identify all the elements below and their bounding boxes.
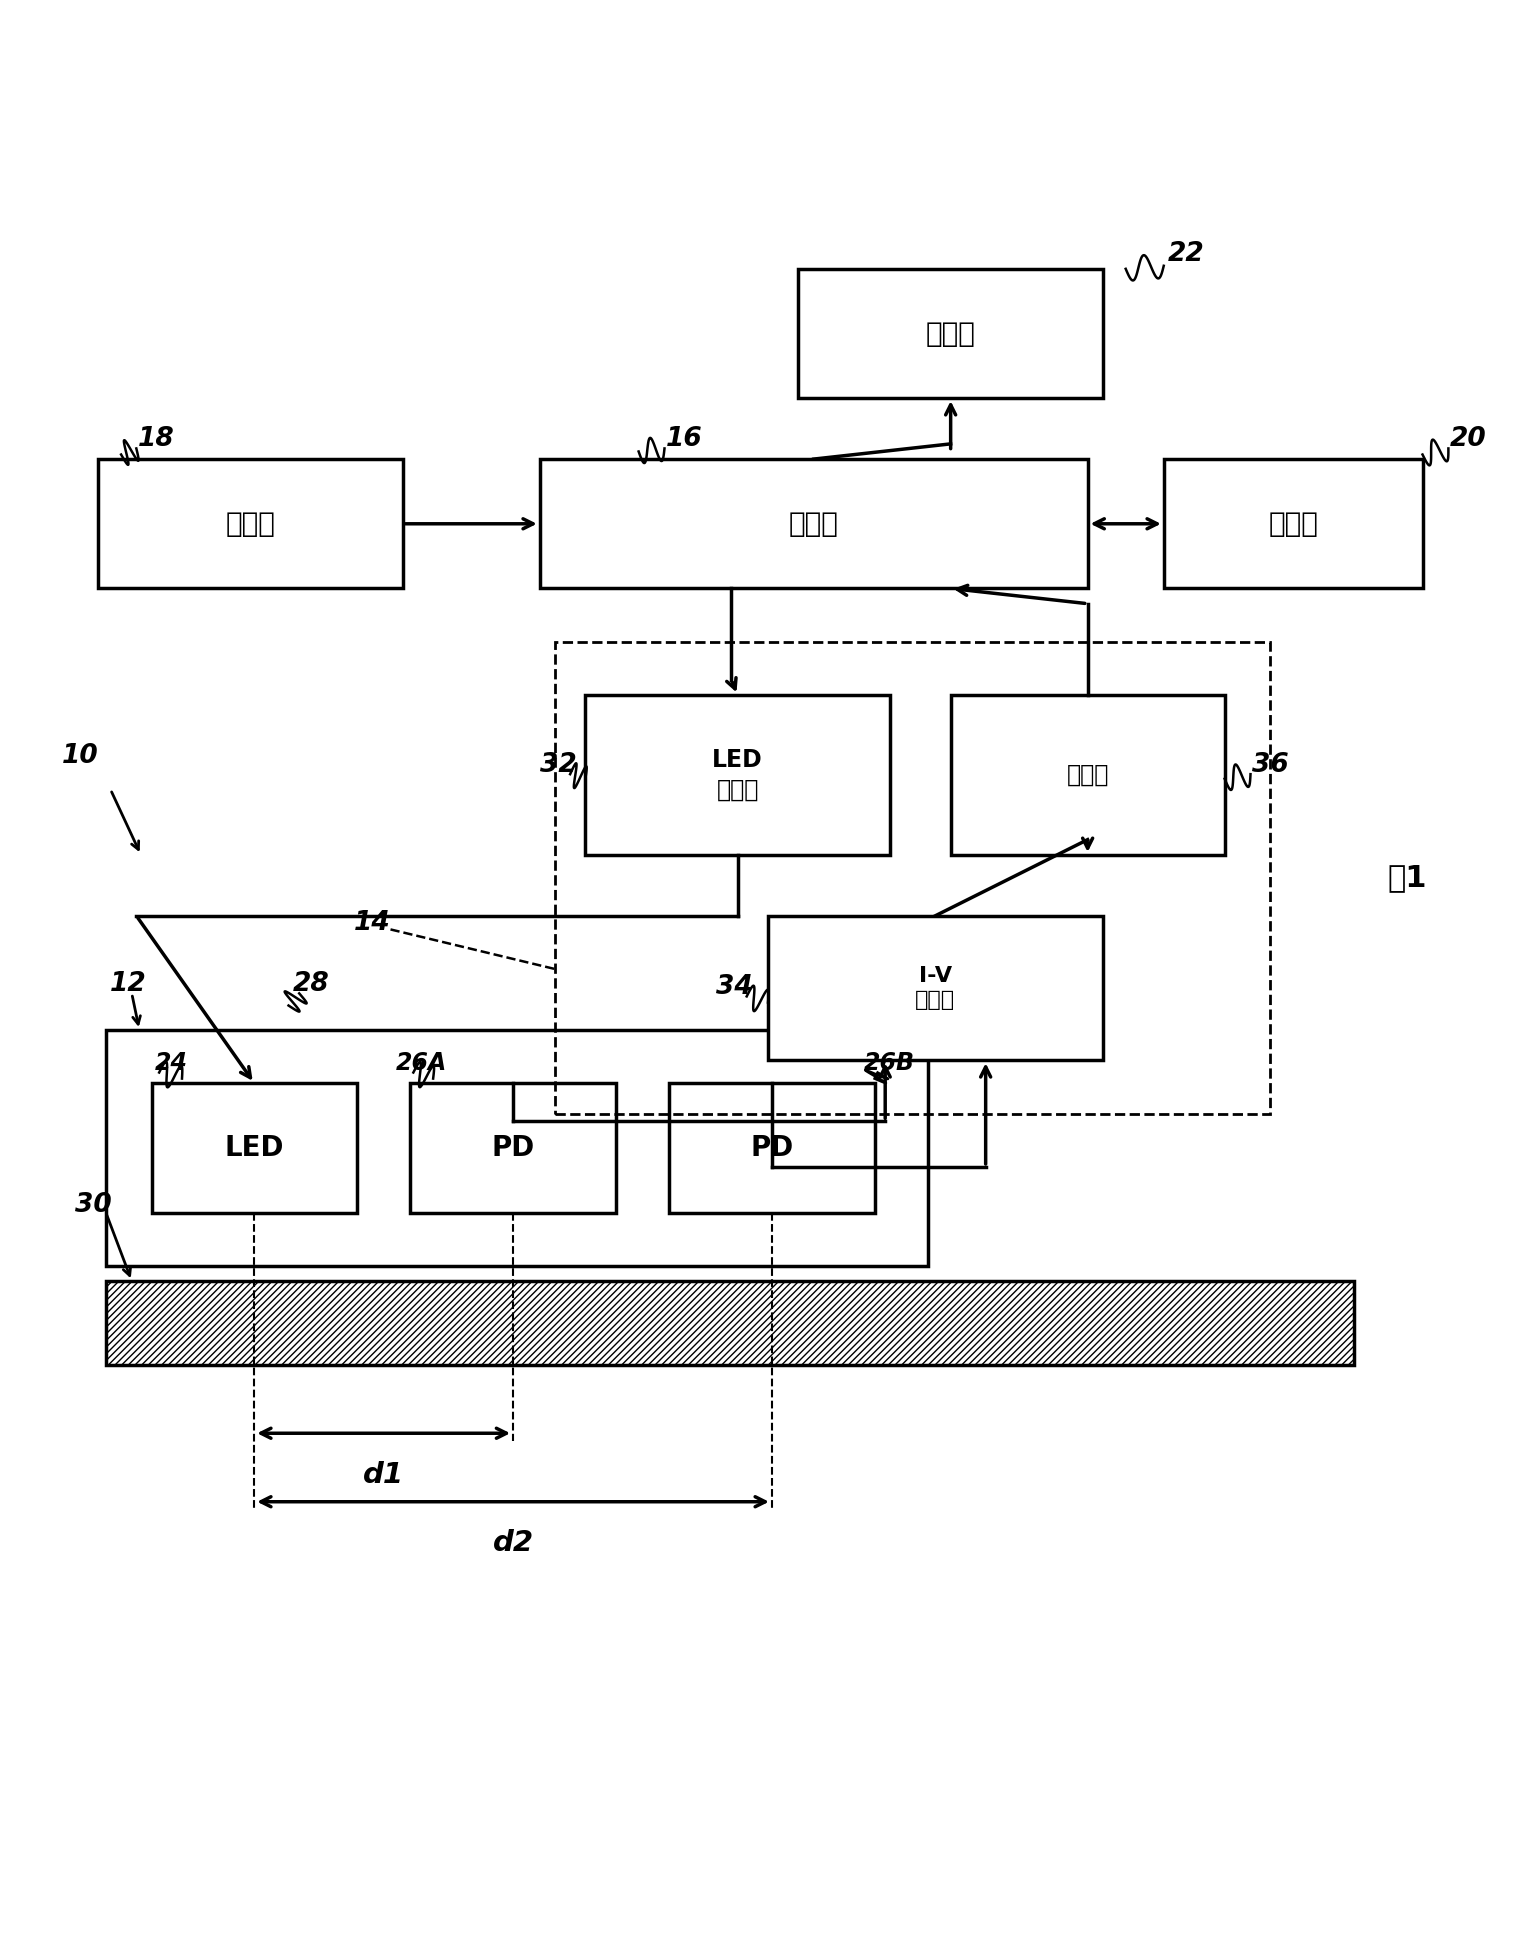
Text: 输出部: 输出部 (926, 320, 975, 347)
FancyBboxPatch shape (768, 917, 1103, 1060)
Text: 34: 34 (716, 975, 753, 1000)
Text: 26B: 26B (865, 1052, 915, 1076)
Text: LED: LED (224, 1134, 284, 1163)
Text: d1: d1 (362, 1461, 404, 1488)
Text: 控制部: 控制部 (788, 510, 839, 537)
FancyBboxPatch shape (1164, 459, 1422, 589)
Text: 26A: 26A (395, 1052, 447, 1076)
FancyBboxPatch shape (106, 1281, 1355, 1364)
FancyBboxPatch shape (670, 1083, 874, 1213)
FancyBboxPatch shape (98, 459, 402, 589)
FancyBboxPatch shape (585, 696, 889, 855)
FancyBboxPatch shape (799, 269, 1103, 397)
FancyBboxPatch shape (152, 1083, 356, 1213)
Text: 20: 20 (1450, 426, 1487, 452)
Text: 18: 18 (138, 426, 175, 452)
Text: I-V
转换器: I-V 转换器 (915, 965, 955, 1010)
Text: d2: d2 (493, 1529, 533, 1556)
Text: 36: 36 (1252, 752, 1289, 777)
FancyBboxPatch shape (951, 696, 1224, 855)
FancyBboxPatch shape (539, 459, 1087, 589)
Text: 图1: 图1 (1387, 862, 1427, 891)
Text: 22: 22 (1169, 240, 1204, 267)
FancyBboxPatch shape (410, 1083, 616, 1213)
Text: 放大器: 放大器 (1066, 764, 1109, 787)
Text: 24: 24 (155, 1052, 187, 1076)
Text: 操作部: 操作部 (226, 510, 275, 537)
Text: 32: 32 (539, 752, 576, 777)
Text: 12: 12 (111, 971, 147, 998)
Text: PD: PD (492, 1134, 535, 1163)
Text: 存储器: 存储器 (1269, 510, 1318, 537)
Text: 28: 28 (293, 971, 330, 998)
Text: 14: 14 (353, 911, 390, 936)
Text: 16: 16 (667, 426, 702, 452)
Text: 10: 10 (61, 742, 98, 769)
Text: PD: PD (750, 1134, 794, 1163)
Text: LED
驱动器: LED 驱动器 (713, 748, 763, 802)
Text: 30: 30 (75, 1192, 112, 1217)
FancyBboxPatch shape (106, 1029, 928, 1266)
